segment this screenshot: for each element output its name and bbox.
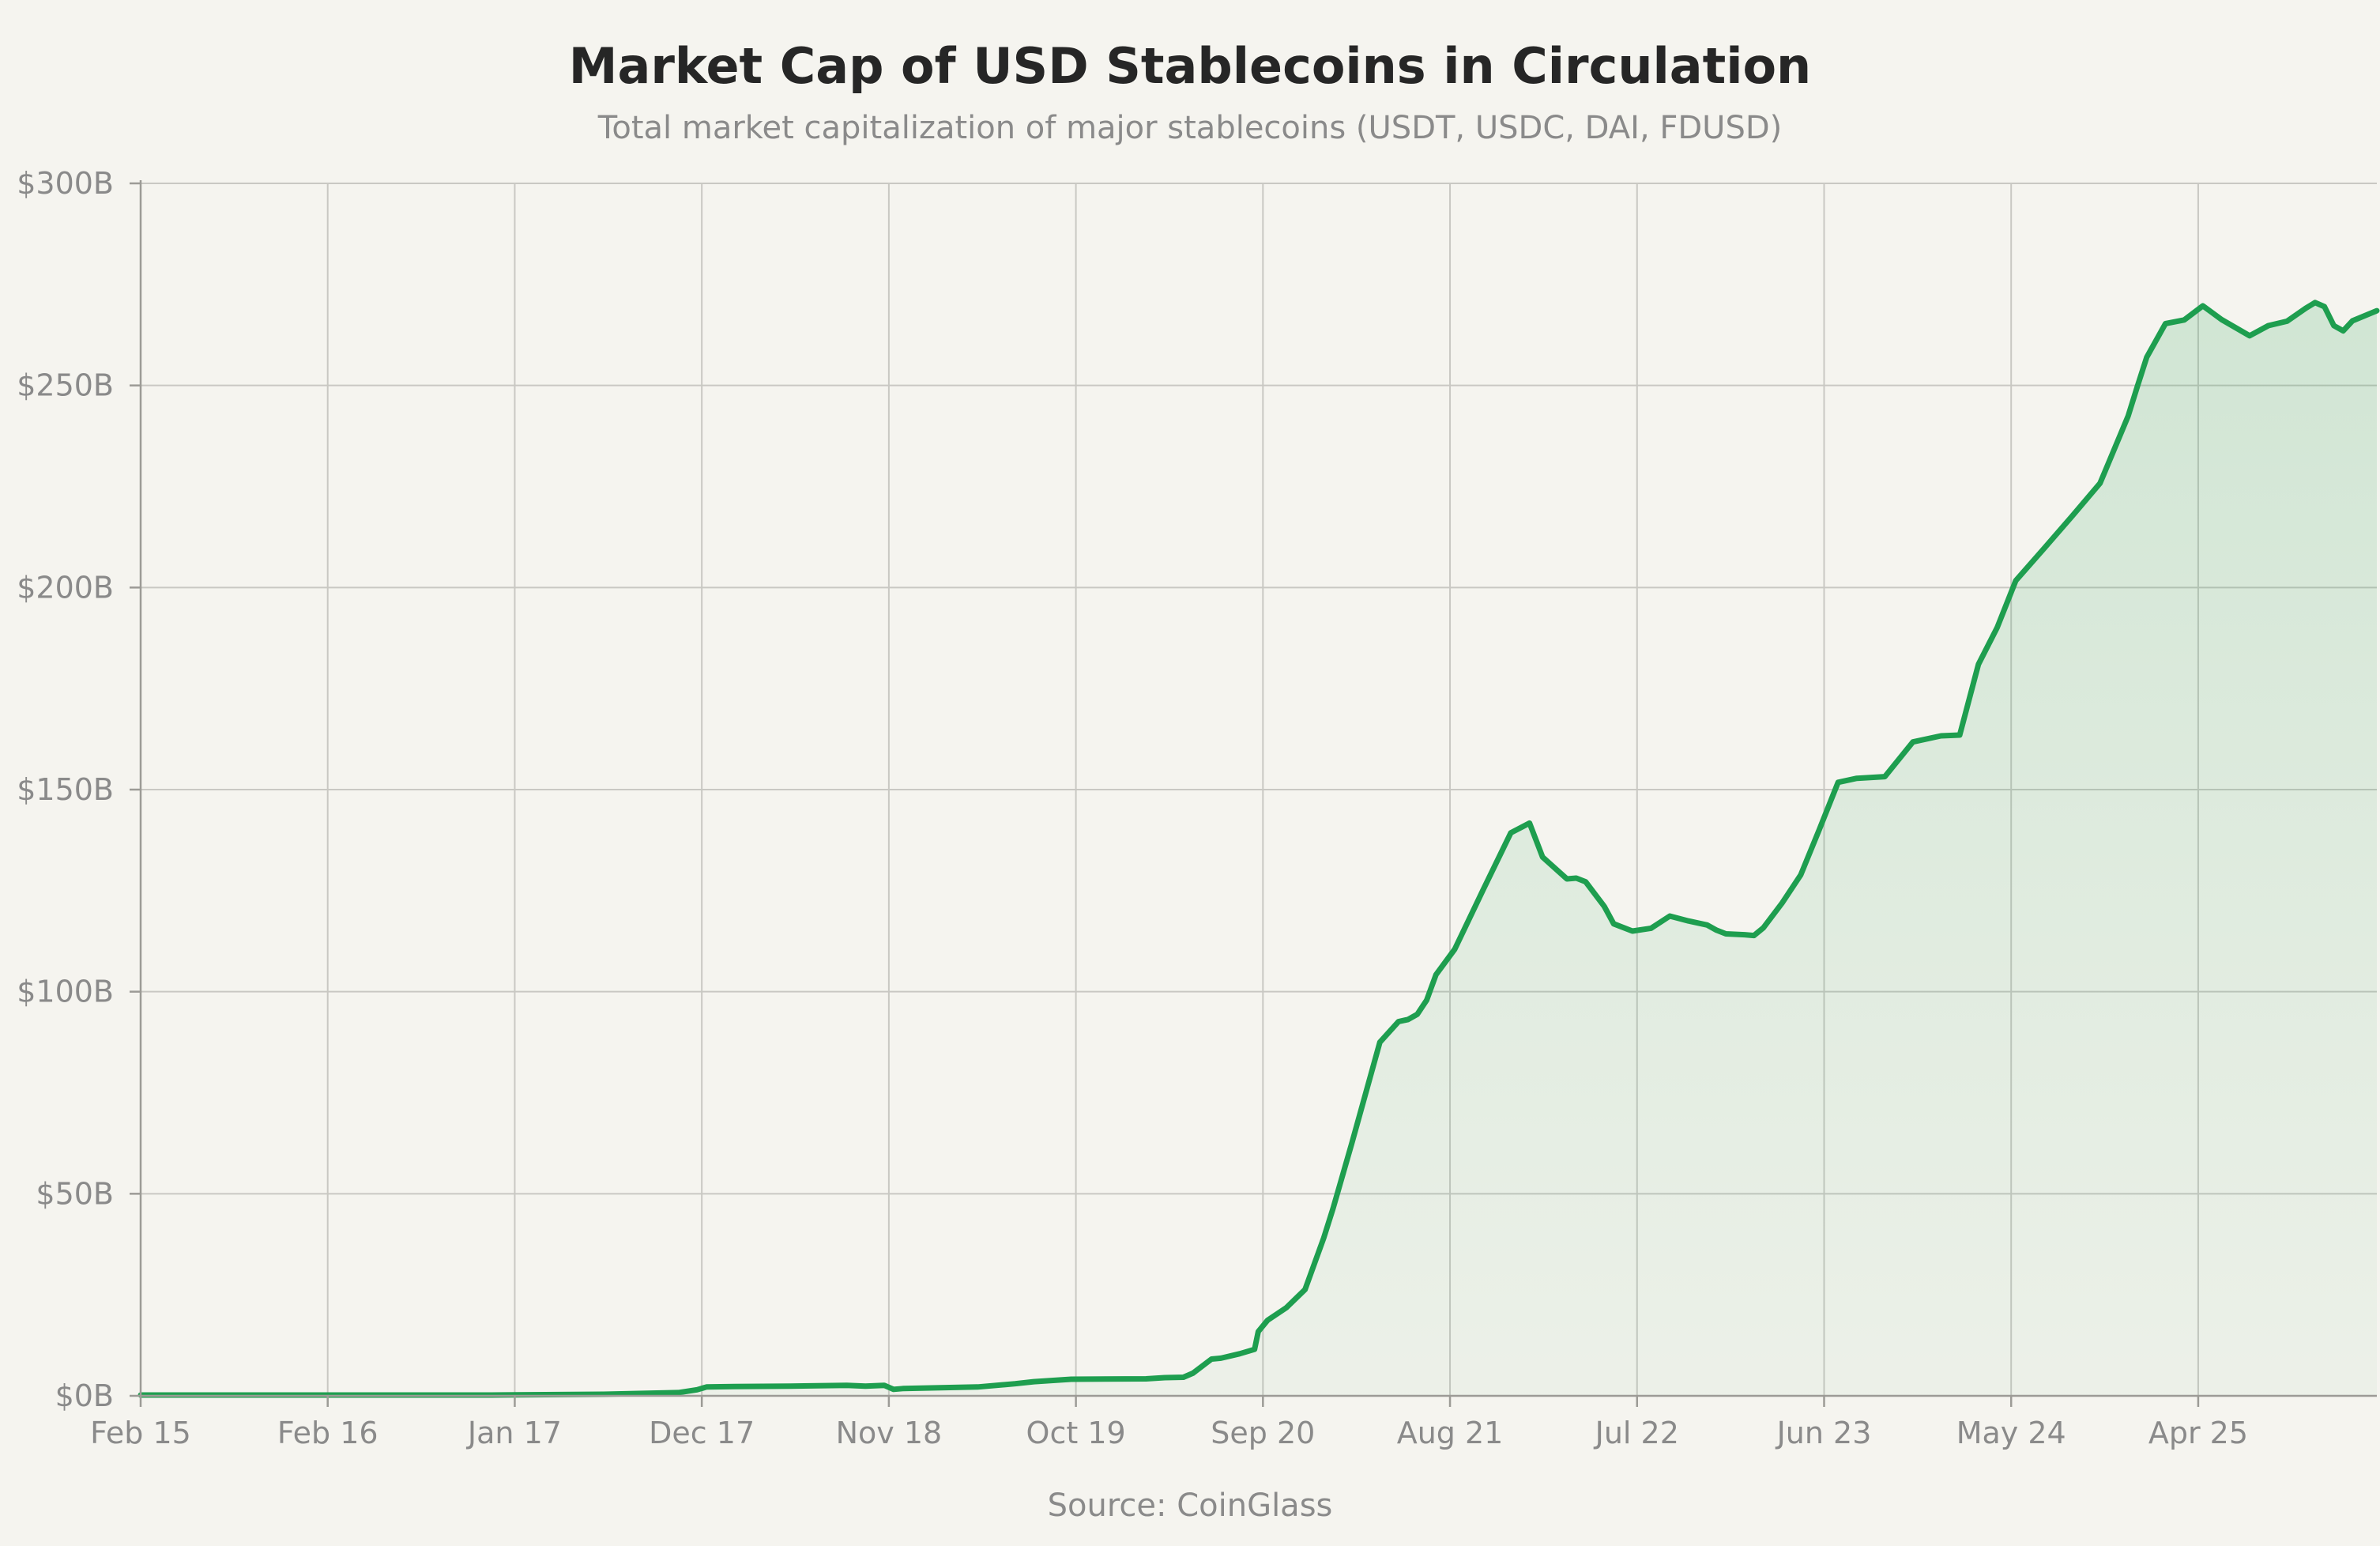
x-tick-label: Jul 22 bbox=[1594, 1416, 1679, 1450]
y-tick-label: $0B bbox=[55, 1378, 114, 1413]
y-tick-label: $200B bbox=[17, 570, 114, 605]
chart-title: Market Cap of USD Stablecoins in Circula… bbox=[569, 37, 1811, 95]
x-tick-label: Jan 17 bbox=[466, 1416, 562, 1450]
axes bbox=[130, 180, 2377, 1407]
chart-subtitle: Total market capitalization of major sta… bbox=[597, 110, 1783, 146]
x-tick-label: May 24 bbox=[1956, 1416, 2066, 1450]
y-tick-label: $300B bbox=[17, 166, 114, 201]
x-tick-label: Feb 16 bbox=[277, 1416, 378, 1450]
y-tick-label: $150B bbox=[17, 772, 114, 807]
x-tick-label: Feb 15 bbox=[90, 1416, 191, 1450]
x-tick-label: Dec 17 bbox=[649, 1416, 755, 1450]
y-tick-label: $100B bbox=[17, 975, 114, 1009]
series-line bbox=[137, 300, 2380, 1398]
x-tick-label: Aug 21 bbox=[1397, 1416, 1504, 1450]
x-tick-label: Nov 18 bbox=[836, 1416, 943, 1450]
x-tick-label: Sep 20 bbox=[1211, 1416, 1315, 1450]
x-tick-label: Apr 25 bbox=[2148, 1416, 2248, 1450]
source-note: Source: CoinGlass bbox=[1048, 1488, 1333, 1524]
y-axis-tick-labels: $0B $50B $100B $150B $200B $250B $300B bbox=[17, 166, 114, 1413]
x-tick-label: Jun 23 bbox=[1776, 1416, 1872, 1450]
y-tick-label: $50B bbox=[36, 1176, 114, 1211]
y-tick-label: $250B bbox=[17, 368, 114, 403]
series-area-fill bbox=[141, 302, 2377, 1396]
x-tick-label: Oct 19 bbox=[1026, 1416, 1126, 1450]
series-layer bbox=[137, 300, 2380, 1398]
x-axis-tick-labels: Feb 15 Feb 16 Jan 17 Dec 17 Nov 18 Oct 19 Sep … bbox=[90, 1416, 2248, 1450]
